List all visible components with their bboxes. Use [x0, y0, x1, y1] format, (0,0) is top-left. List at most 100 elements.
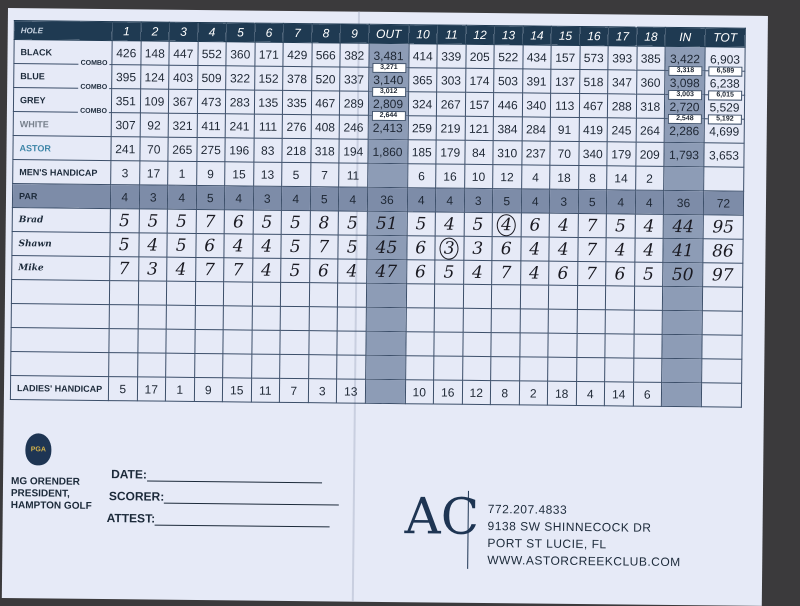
empty-score-cell[interactable] [223, 281, 253, 307]
empty-score-cell[interactable] [308, 330, 338, 355]
hole-number: 6 [254, 23, 284, 43]
empty-score-cell[interactable] [434, 283, 464, 309]
empty-score-cell[interactable] [10, 351, 109, 377]
mens-handicap-hole-12-value: 10 [471, 169, 486, 184]
empty-score-cell[interactable] [365, 355, 406, 380]
empty-score-cell[interactable] [365, 283, 407, 308]
empty-score-cell[interactable] [137, 304, 167, 330]
empty-score-cell[interactable] [365, 331, 406, 356]
empty-score-cell[interactable] [166, 305, 195, 330]
empty-score-cell[interactable] [308, 282, 338, 307]
empty-score-cell[interactable] [462, 356, 491, 381]
date-field[interactable]: DATE: [111, 467, 322, 484]
empty-score-cell[interactable] [405, 355, 434, 380]
score: 7 [500, 262, 512, 283]
empty-score-cell[interactable] [462, 308, 492, 333]
empty-score-cell[interactable] [605, 285, 635, 311]
empty-score-cell[interactable] [11, 303, 110, 329]
empty-score-cell[interactable] [279, 354, 309, 379]
empty-score-cell[interactable] [10, 327, 110, 353]
empty-score-cell[interactable] [702, 310, 743, 336]
empty-score-cell[interactable] [519, 356, 548, 382]
empty-score-cell[interactable] [251, 354, 280, 379]
empty-score-cell[interactable] [109, 304, 138, 329]
empty-score-cell[interactable] [337, 282, 367, 308]
empty-score-cell[interactable] [633, 358, 662, 383]
empty-score-cell[interactable] [576, 333, 606, 358]
empty-score-cell[interactable] [548, 309, 577, 334]
empty-score-cell[interactable] [137, 280, 167, 306]
empty-score-cell[interactable] [194, 329, 224, 354]
empty-score-cell[interactable] [662, 286, 703, 311]
empty-score-cell[interactable] [251, 306, 281, 331]
empty-score-cell[interactable] [491, 284, 521, 309]
empty-score-cell[interactable] [462, 284, 492, 309]
empty-score-cell[interactable] [279, 330, 309, 355]
empty-score-cell[interactable] [633, 334, 663, 359]
empty-score-cell[interactable] [405, 331, 435, 356]
empty-score-cell[interactable] [491, 308, 520, 333]
empty-score-cell[interactable] [548, 285, 578, 310]
empty-score-cell[interactable] [702, 286, 743, 312]
empty-score-cell[interactable] [222, 353, 252, 379]
empty-score-cell[interactable] [462, 332, 492, 357]
empty-score-cell[interactable] [280, 306, 309, 331]
empty-score-cell[interactable] [336, 330, 366, 356]
empty-score-cell[interactable] [490, 332, 520, 357]
empty-score-cell[interactable] [405, 307, 435, 332]
empty-score-cell[interactable] [280, 282, 310, 307]
empty-score-cell[interactable] [490, 356, 520, 381]
empty-score-cell[interactable] [701, 358, 742, 384]
empty-score-cell[interactable] [661, 358, 702, 383]
attest-field[interactable]: ATTEST: [107, 511, 331, 528]
empty-score-cell[interactable] [433, 331, 463, 357]
empty-score-cell[interactable] [108, 328, 138, 353]
empty-score-cell[interactable] [166, 281, 196, 306]
empty-score-cell[interactable] [251, 330, 281, 355]
empty-score-cell[interactable] [137, 328, 167, 354]
empty-score-cell[interactable] [165, 353, 195, 378]
empty-score-cell[interactable] [165, 329, 195, 354]
empty-score-cell[interactable] [576, 357, 605, 382]
empty-score-cell[interactable] [604, 333, 634, 359]
empty-score-cell[interactable] [519, 332, 549, 358]
empty-score-cell[interactable] [576, 285, 606, 310]
black-tee-hole-4-value: 552 [201, 46, 222, 61]
astor-tee-hole-5: 196 [224, 137, 254, 163]
empty-score-cell[interactable] [222, 329, 252, 355]
empty-score-cell[interactable] [365, 307, 406, 332]
website-link[interactable]: WWW.ASTORCREEKCLUB.COM [487, 553, 681, 570]
par-hole-12: 3 [463, 188, 493, 213]
empty-score-cell[interactable] [662, 310, 703, 335]
empty-score-cell[interactable] [433, 355, 463, 381]
empty-score-cell[interactable] [519, 308, 549, 334]
empty-score-cell[interactable] [547, 357, 577, 382]
empty-score-cell[interactable] [434, 307, 463, 333]
empty-score-cell[interactable] [633, 286, 663, 311]
empty-score-cell[interactable] [11, 279, 110, 305]
empty-score-cell[interactable] [194, 281, 224, 306]
scorer-field[interactable]: SCORER: [109, 489, 340, 506]
empty-score-cell[interactable] [701, 334, 743, 360]
empty-score-cell[interactable] [251, 282, 281, 307]
empty-score-cell[interactable] [576, 309, 606, 334]
grey-tee-hole-1: 351 [111, 88, 141, 113]
empty-score-cell[interactable] [337, 306, 366, 332]
black-tee-in-value: 3,422 [669, 51, 701, 66]
empty-score-cell[interactable] [661, 334, 703, 359]
empty-score-cell[interactable] [633, 310, 663, 335]
empty-score-cell[interactable] [336, 354, 366, 380]
empty-score-cell[interactable] [109, 280, 139, 305]
empty-score-cell[interactable] [519, 284, 549, 310]
empty-score-cell[interactable] [605, 309, 634, 335]
empty-score-cell[interactable] [137, 352, 166, 378]
empty-score-cell[interactable] [194, 353, 223, 378]
empty-score-cell[interactable] [308, 354, 337, 379]
empty-score-cell[interactable] [405, 283, 435, 308]
empty-score-cell[interactable] [223, 305, 252, 331]
empty-score-cell[interactable] [108, 352, 138, 377]
empty-score-cell[interactable] [194, 305, 224, 330]
empty-score-cell[interactable] [308, 306, 338, 331]
empty-score-cell[interactable] [604, 357, 634, 383]
empty-score-cell[interactable] [547, 333, 577, 358]
